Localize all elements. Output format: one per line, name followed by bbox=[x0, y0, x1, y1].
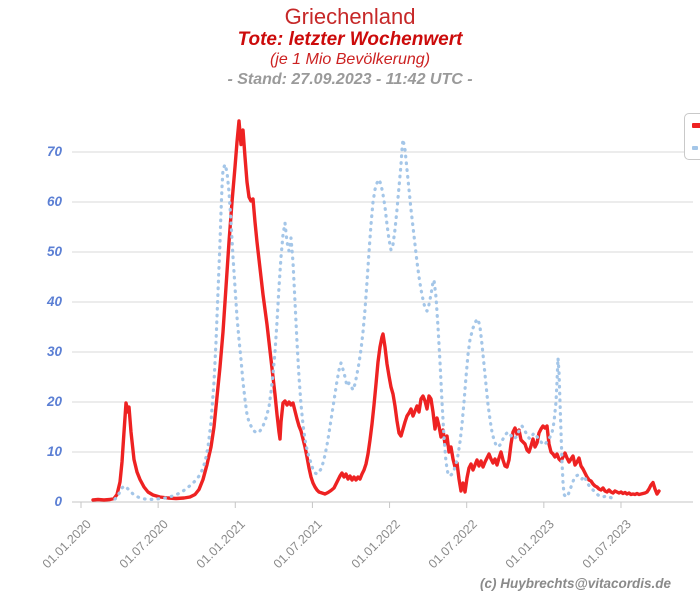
y-axis-label: 10 bbox=[46, 444, 62, 459]
y-axis-label: 0 bbox=[54, 494, 62, 509]
chart-subtitle-2: (je 1 Mio Bevölkerung) bbox=[269, 51, 431, 68]
y-axis-label: 70 bbox=[46, 144, 62, 159]
status-date-line: - Stand: 27.09.2023 - 11:42 UTC - bbox=[227, 71, 473, 88]
series-line-solid-red[interactable] bbox=[91, 119, 661, 502]
y-axis-label: 50 bbox=[46, 244, 62, 259]
legend-box[interactable] bbox=[684, 113, 700, 160]
y-axis-label: 30 bbox=[46, 344, 62, 359]
chart-subtitle: Tote: letzter Wochenwert bbox=[237, 29, 463, 50]
y-axis-label: 40 bbox=[46, 294, 62, 309]
legend-swatch-blue-series-icon[interactable] bbox=[692, 146, 698, 150]
page-title: Griechenland bbox=[284, 4, 416, 29]
credit-text: (c) Huybrechts@vitacordis.de bbox=[480, 576, 671, 591]
y-axis-label: 60 bbox=[46, 194, 62, 209]
y-axis-label: 20 bbox=[46, 394, 62, 409]
series-line-dotted-blue[interactable] bbox=[113, 137, 614, 502]
legend-swatch-red-series-icon[interactable] bbox=[692, 123, 700, 128]
